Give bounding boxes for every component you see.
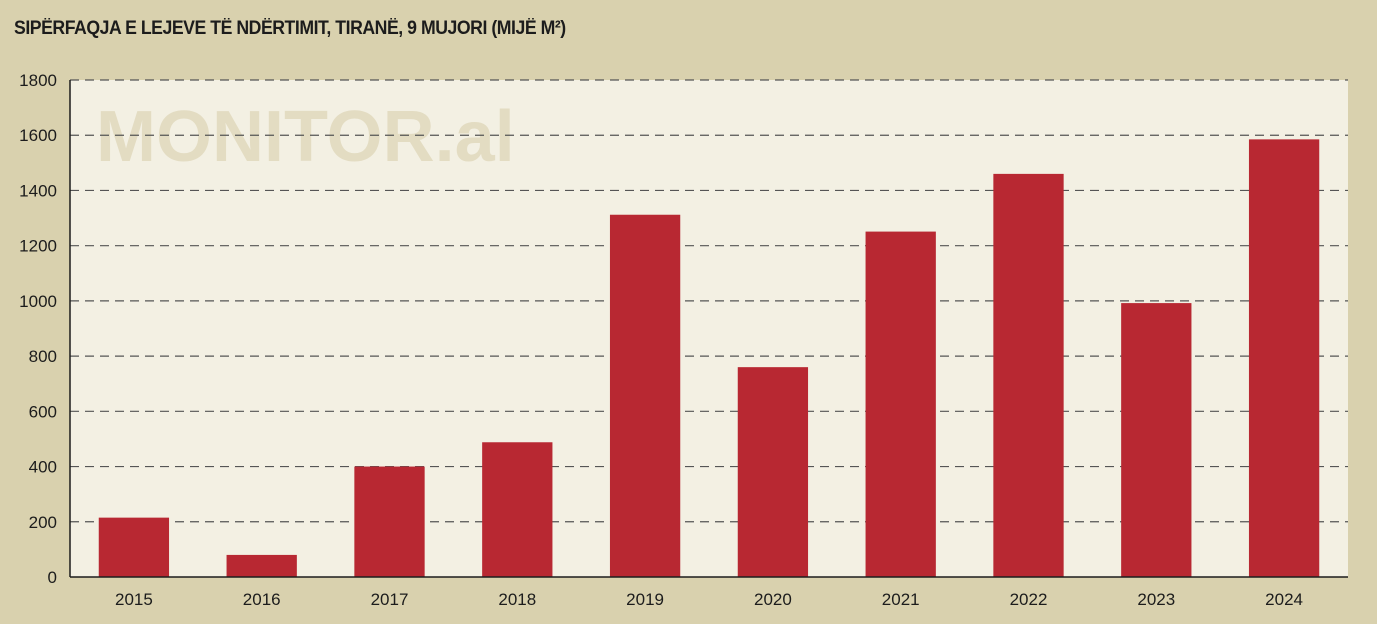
bar-2021 (865, 231, 936, 577)
y-tick-label: 1400 (19, 181, 57, 200)
y-tick-label: 0 (48, 568, 57, 587)
y-tick-label: 800 (29, 347, 57, 366)
bar-2022 (993, 173, 1064, 577)
watermark-logo: MONITOR.al (96, 97, 515, 177)
bar-2019 (609, 214, 681, 577)
x-tick-label: 2017 (371, 590, 409, 609)
x-tick-label: 2015 (115, 590, 153, 609)
x-axis-ticks: 2015 2016 2017 2018 2019 2020 2021 2022 2023 2024 (115, 590, 1303, 609)
y-tick-label: 200 (29, 513, 57, 532)
y-axis-ticks: 0 200 400 600 800 1000 1200 1400 1600 1800 (19, 71, 57, 587)
chart-title: SIPËRFAQJA E LEJEVE TË NDËRTIMIT, TIRANË… (14, 18, 566, 39)
bars (98, 139, 1320, 577)
x-tick-label: 2020 (754, 590, 792, 609)
bar-2016 (226, 554, 297, 577)
y-tick-label: 1200 (19, 237, 57, 256)
y-tick-label: 1800 (19, 71, 57, 90)
bar-2017 (354, 466, 425, 577)
bar-2015 (98, 517, 170, 577)
bar-2024 (1248, 139, 1320, 577)
y-tick-label: 1000 (19, 292, 57, 311)
x-tick-label: 2018 (498, 590, 536, 609)
x-tick-label: 2022 (1010, 590, 1048, 609)
y-tick-label: 1600 (19, 126, 57, 145)
x-tick-label: 2021 (882, 590, 920, 609)
y-tick-label: 400 (29, 458, 57, 477)
x-tick-label: 2023 (1137, 590, 1175, 609)
bar-2018 (482, 442, 553, 577)
bar-2020 (737, 367, 809, 577)
bar-2023 (1121, 303, 1192, 577)
x-tick-label: 2024 (1265, 590, 1303, 609)
y-tick-label: 600 (29, 402, 57, 421)
x-tick-label: 2019 (626, 590, 664, 609)
x-tick-label: 2016 (243, 590, 281, 609)
